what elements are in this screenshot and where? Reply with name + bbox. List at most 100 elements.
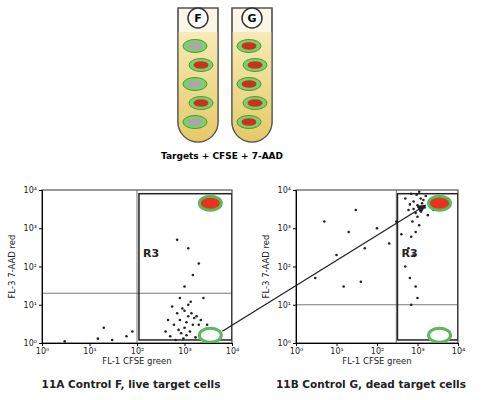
point (195, 315, 198, 318)
tick-label: 10² (278, 263, 291, 272)
point (421, 202, 424, 205)
point (125, 335, 128, 338)
tube-cap (188, 8, 208, 28)
point (424, 195, 427, 198)
tick-mark (418, 343, 419, 346)
point (180, 332, 183, 335)
point (335, 254, 338, 257)
point (189, 330, 192, 333)
cell-marker (429, 196, 451, 210)
point (314, 277, 317, 280)
point (414, 285, 417, 288)
point (190, 312, 193, 315)
tick-mark (185, 343, 186, 346)
tick: 10¹ (24, 301, 42, 310)
caption: 11A Control F, live target cells (42, 378, 221, 390)
gate-label: R3 (401, 247, 417, 260)
arrow (222, 205, 425, 331)
point (206, 323, 209, 326)
tick: 10¹ (278, 301, 296, 310)
tube-liquid (232, 32, 272, 142)
point (177, 329, 180, 332)
point (192, 323, 195, 326)
cell-core (242, 80, 257, 88)
tick: 10³ (178, 343, 191, 356)
point (416, 204, 419, 207)
tick-label: 10² (131, 347, 144, 356)
point (360, 280, 363, 283)
cell-ring (237, 78, 261, 91)
tick-label: 10⁰ (290, 347, 303, 356)
point (407, 209, 410, 212)
point (176, 312, 179, 315)
tick-mark (458, 343, 459, 346)
tick: 10⁰ (36, 343, 49, 356)
tick: 10² (24, 263, 42, 272)
cell-core (242, 42, 257, 50)
cell-core (242, 118, 257, 126)
cell-core (194, 61, 209, 69)
tick: 10³ (24, 224, 42, 233)
tube-label: F (194, 12, 202, 25)
axis-line (293, 191, 297, 344)
tube-cap (242, 8, 262, 28)
point (411, 220, 414, 223)
point (187, 303, 190, 306)
x-axis-title: FL-1 CFSE green (342, 356, 411, 366)
diagram-caption: Targets + CFSE + 7-AAD (161, 151, 283, 161)
figure: FGTargets + CFSE + 7-AADR310⁰10¹10²10³10… (0, 0, 492, 400)
tubes-diagram: FGTargets + CFSE + 7-AAD (161, 8, 283, 161)
tick: 10⁰ (278, 339, 296, 348)
point (202, 297, 205, 300)
tick: 10⁴ (452, 343, 465, 356)
point (410, 235, 413, 238)
point (179, 319, 182, 322)
y-axis-title: FL-3 7-AAD red (7, 235, 17, 299)
tick-mark (39, 305, 42, 306)
point (409, 203, 412, 206)
point (187, 247, 190, 250)
axis-line (297, 344, 459, 347)
cell-marker (199, 196, 221, 210)
point (183, 285, 186, 288)
gate (397, 194, 458, 340)
point (422, 199, 425, 202)
tick-label: 10⁰ (24, 339, 37, 348)
tick-label: 10⁴ (278, 186, 291, 195)
tick: 10³ (411, 343, 424, 356)
tick-mark (293, 305, 296, 306)
tick-label: 10¹ (83, 347, 96, 356)
tick: 10² (131, 343, 144, 356)
cell-ring (183, 116, 207, 129)
point (416, 215, 419, 218)
cell-ring (237, 40, 261, 53)
point (194, 336, 197, 339)
tick-label: 10³ (24, 224, 37, 233)
tick-label: 10⁴ (24, 186, 37, 195)
point (415, 193, 418, 196)
tick-mark (137, 343, 138, 346)
point (102, 326, 105, 329)
point (342, 285, 345, 288)
point (182, 337, 185, 340)
point (412, 208, 415, 211)
y-axis-title: FL-3 7-AAD red (261, 235, 271, 299)
tick-label: 10⁴ (226, 347, 239, 356)
tick-mark (90, 343, 91, 346)
cell-ring (237, 116, 261, 129)
tube-outline (232, 8, 272, 142)
tick-label: 10² (371, 347, 384, 356)
point (185, 321, 188, 324)
point (169, 335, 172, 338)
cell-core (194, 99, 209, 107)
tick-mark (337, 343, 338, 346)
x-axis: 10⁰ 10¹ 10² 10³ 10⁴ (36, 343, 239, 356)
y-axis: 10⁰ 10¹ 10² 10³ 10⁴ (24, 186, 43, 348)
point (181, 307, 184, 310)
axis-line (39, 191, 43, 344)
cell-marker (429, 328, 451, 342)
point (164, 330, 167, 333)
axis-line (43, 344, 233, 347)
point (418, 190, 421, 193)
tick-label: 10³ (278, 224, 291, 233)
